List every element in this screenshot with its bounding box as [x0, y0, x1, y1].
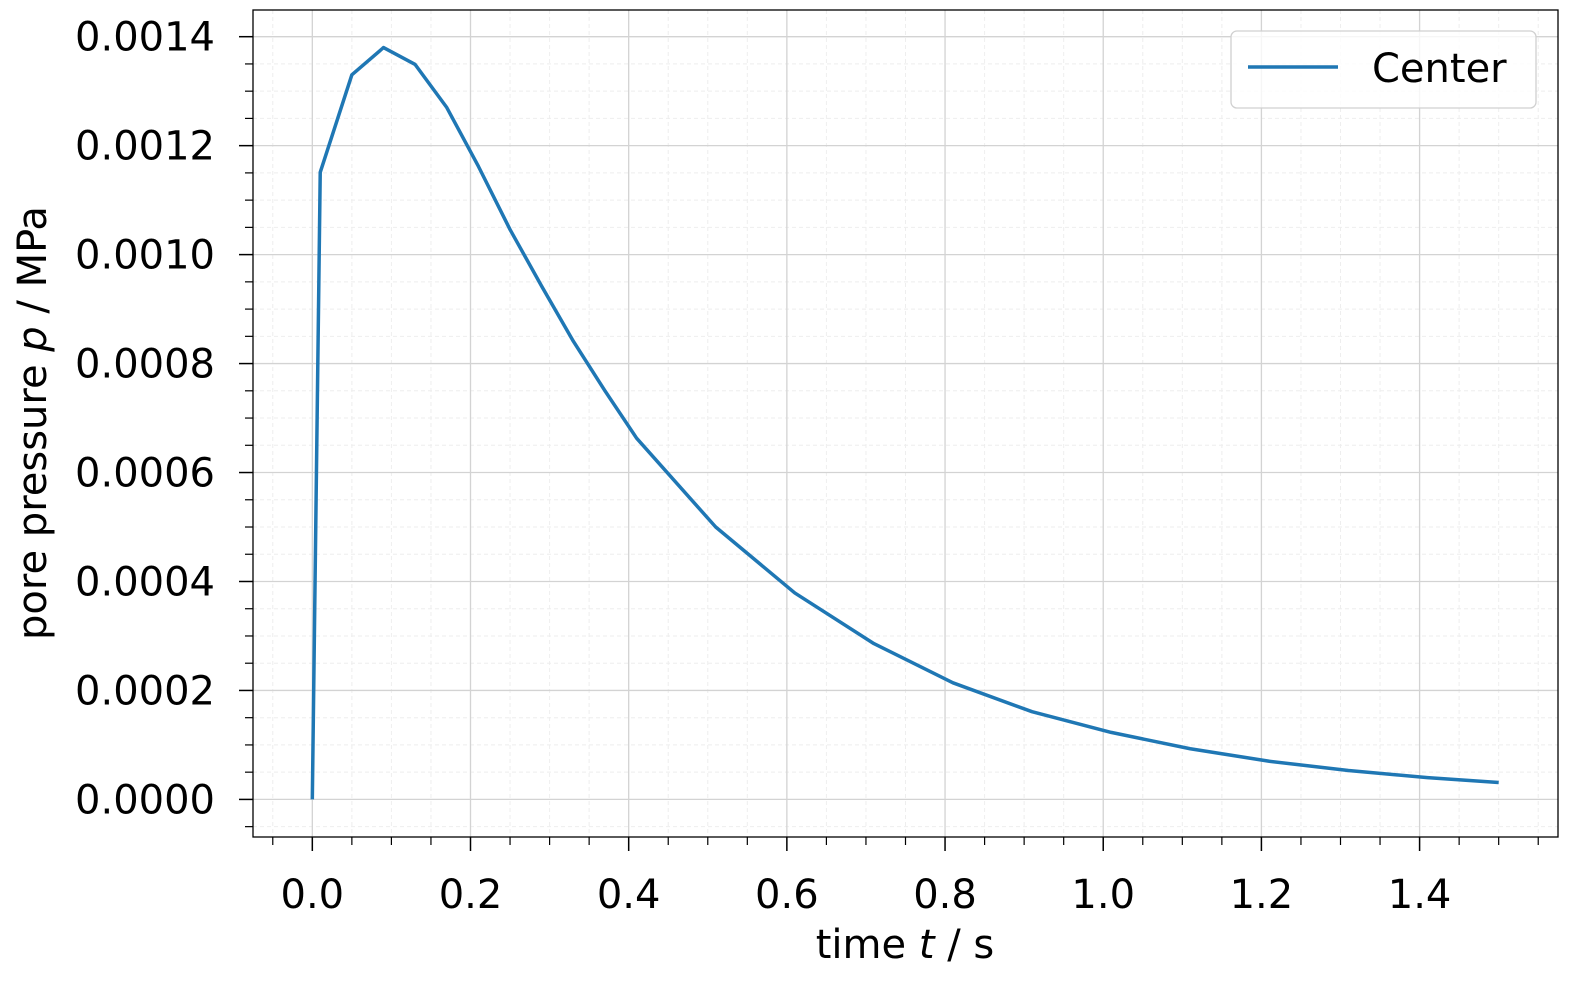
- y-tick-label: 0.0006: [75, 451, 215, 497]
- y-tick-label: 0.0000: [75, 777, 215, 823]
- x-tick-label: 0.2: [439, 872, 503, 918]
- legend-label: Center: [1372, 46, 1507, 92]
- x-axis-label-part: time: [816, 922, 919, 968]
- y-axis-label-part: / MPa: [10, 206, 56, 326]
- y-tick-label: 0.0008: [75, 342, 215, 388]
- y-tick-label: 0.0002: [75, 668, 215, 714]
- plot-area: [310, 45, 1499, 800]
- x-tick-label: 0.4: [597, 872, 661, 918]
- y-tick-label: 0.0012: [75, 124, 215, 170]
- x-axis-label-part: t: [919, 922, 936, 968]
- y-axis-label-part: p: [10, 326, 56, 352]
- y-axis-label-part: pore pressure: [10, 352, 56, 640]
- data-line: [310, 45, 1499, 800]
- legend-box: [1230, 30, 1537, 109]
- x-tick-label: 0.0: [281, 872, 345, 918]
- legend: Center: [1230, 30, 1537, 109]
- y-tick-label: 0.0010: [75, 233, 215, 279]
- x-tick-label: 0.8: [913, 872, 977, 918]
- x-tick-label: 1.2: [1230, 872, 1294, 918]
- x-tick-label: 0.6: [755, 872, 819, 918]
- y-tick-label: 0.0014: [75, 15, 215, 61]
- x-axis-label: time t / s: [816, 922, 995, 968]
- x-tick-label: 1.0: [1071, 872, 1135, 918]
- x-tick-label: 1.4: [1388, 872, 1452, 918]
- y-axis-label: pore pressure p / MPa: [10, 206, 56, 640]
- x-axis-label-part: / s: [935, 922, 995, 968]
- y-tick-label: 0.0004: [75, 559, 215, 605]
- grid: [253, 10, 1558, 837]
